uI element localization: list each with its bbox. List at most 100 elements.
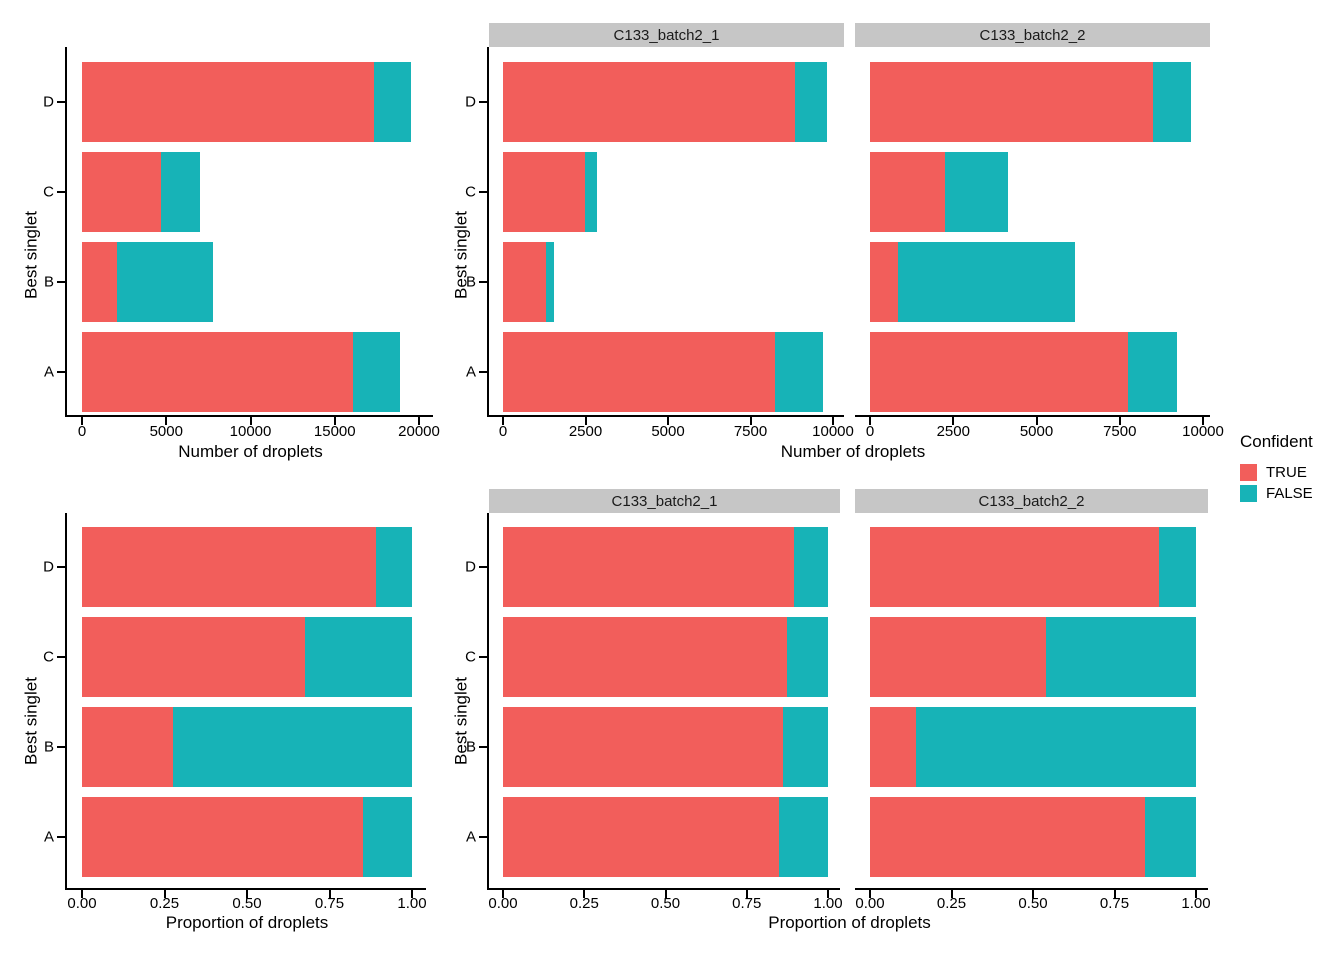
x-tick-label: 0.75 (732, 895, 762, 912)
x-tick-label: 10000 (1182, 423, 1224, 440)
x-tick-label: 10000 (812, 423, 854, 440)
x-tick-label: 5000 (651, 423, 685, 440)
x-tick-label: 0.00 (488, 895, 518, 912)
x-axis-line (855, 888, 1208, 890)
y-category-label: D (465, 93, 476, 111)
bar-segment-false-b (117, 242, 213, 322)
y-tick (479, 371, 487, 373)
x-axis-line (67, 888, 426, 890)
y-tick (57, 371, 65, 373)
x-axis-line (489, 415, 844, 417)
y-category-label: B (43, 273, 54, 291)
x-axis-line (855, 415, 1210, 417)
x-tick (832, 417, 834, 425)
y-category-label: B (43, 738, 54, 756)
y-tick (479, 281, 487, 283)
bar-segment-false-d (1152, 62, 1191, 142)
x-tick (1202, 417, 1204, 425)
legend-title: Confident (1240, 432, 1313, 451)
bar-segment-true-d (503, 62, 796, 142)
bar-segment-false-d (373, 62, 411, 142)
x-tick-label: 0.00 (67, 895, 97, 912)
y-tick (479, 836, 487, 838)
y-axis-line (65, 47, 67, 417)
y-category-label: D (43, 93, 54, 111)
bar-segment-false-b (897, 242, 1075, 322)
x-tick-label: 0.25 (936, 895, 967, 912)
x-tick (664, 890, 667, 898)
bar-segment-false-a (353, 332, 401, 412)
bar-segment-true-a (503, 332, 776, 412)
y-category-label: C (43, 183, 54, 201)
bar-segment-false-a (779, 797, 828, 877)
bar-segment-false-c (944, 152, 1008, 232)
y-tick (479, 656, 487, 658)
bar-segment-true-a (82, 332, 354, 412)
legend-items: TRUE FALSE (1240, 464, 1340, 502)
y-category-label: C (465, 183, 476, 201)
legend-swatch-false (1240, 485, 1257, 502)
x-tick (81, 417, 83, 425)
bar-segment-false-b (782, 707, 828, 787)
y-axis-line (487, 513, 489, 890)
bar-segment-true-b (503, 707, 783, 787)
x-axis-line (489, 888, 840, 890)
x-tick (502, 417, 504, 425)
y-axis-title: Best singlet (451, 211, 471, 299)
bar-segment-false-d (795, 62, 828, 142)
legend-label-true: TRUE (1266, 464, 1307, 481)
x-tick-label: 0.50 (650, 895, 681, 912)
bar-segment-true-d (82, 62, 374, 142)
bar-segment-true-c (870, 617, 1047, 697)
bar-segment-true-a (503, 797, 780, 877)
x-tick (745, 890, 748, 898)
y-tick (479, 191, 487, 193)
bar-segment-true-b (870, 707, 916, 787)
x-tick-label: 1.00 (813, 895, 843, 912)
x-tick (584, 417, 587, 425)
bar-segment-false-c (787, 617, 828, 697)
x-tick-label: 2500 (568, 423, 603, 440)
x-tick-label: 5000 (1019, 423, 1054, 440)
x-tick (749, 417, 752, 425)
y-tick (479, 746, 487, 748)
x-tick-label: 0.00 (855, 895, 885, 912)
y-category-label: A (465, 828, 476, 846)
bar-segment-false-a (1145, 797, 1196, 877)
y-axis-line (487, 47, 489, 417)
bar-segment-false-b (915, 707, 1196, 787)
x-axis-title: Number of droplets (178, 442, 323, 461)
x-tick (950, 890, 953, 898)
y-axis-line (65, 513, 67, 890)
x-tick (328, 890, 331, 898)
y-category-label: B (465, 273, 476, 291)
bar-segment-true-b (82, 707, 173, 787)
x-tick-label: 7500 (1103, 423, 1137, 440)
y-category-label: C (43, 648, 54, 666)
x-tick-label: 20000 (398, 423, 440, 440)
bar-segment-false-b (172, 707, 412, 787)
legend-item-true: TRUE (1240, 464, 1340, 481)
x-tick-label: 15000 (313, 423, 356, 440)
x-tick-label: 0.50 (1018, 895, 1048, 912)
bar-segment-false-a (775, 332, 824, 412)
x-tick (1195, 890, 1197, 898)
bar-segment-true-b (870, 242, 898, 322)
x-axis-line (67, 415, 433, 417)
x-tick-label: 1.00 (1181, 895, 1211, 912)
y-category-label: C (465, 648, 476, 666)
bar-segment-false-c (304, 617, 412, 697)
x-tick-label: 0 (77, 423, 87, 440)
bar-segment-false-d (793, 527, 828, 607)
y-tick (57, 656, 65, 658)
x-tick-label: 1.00 (397, 895, 427, 912)
y-tick (57, 281, 65, 283)
bar-segment-true-a (870, 332, 1129, 412)
legend-swatch-true (1240, 464, 1257, 481)
x-tick (667, 417, 669, 425)
x-tick (1032, 890, 1034, 898)
x-tick (411, 890, 413, 898)
legend-label-false: FALSE (1266, 485, 1313, 502)
bar-segment-true-c (82, 617, 305, 697)
